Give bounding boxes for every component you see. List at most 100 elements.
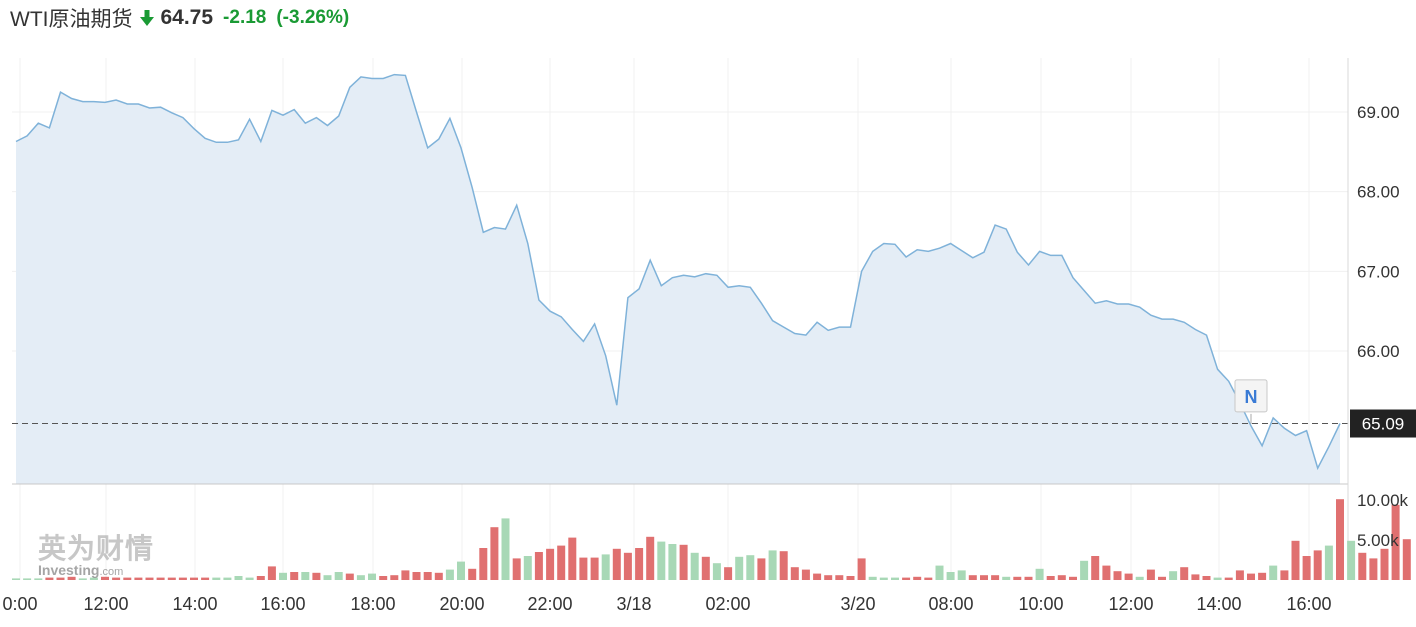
volume-bar [868,576,877,580]
volume-bar [1091,556,1100,580]
time-tick-label: 08:00 [928,594,973,614]
volume-bar [290,572,299,580]
volume-bar [590,557,599,580]
volume-bar [101,576,109,580]
time-tick-label: 0:00 [2,594,37,614]
volume-bar [434,572,443,580]
volume-bar [134,577,143,580]
volume-bar [924,577,933,580]
volume-bar [657,541,666,580]
volume-tick-label: 5.00k [1357,531,1399,550]
volume-bar [968,575,977,580]
volume-bar [212,577,221,580]
time-tick-label: 10:00 [1018,594,1063,614]
volume-bar [279,572,287,580]
volume-bar [423,572,432,580]
current-price-tag [1350,409,1416,438]
volume-bar [913,576,922,580]
volume-bar [390,575,399,580]
volume-bar [1169,571,1178,580]
volume-bar [1102,565,1111,580]
volume-bar [724,567,733,580]
volume-bar [612,548,621,580]
volume-bar [879,577,888,580]
volume-bar [1269,565,1278,580]
last-price: 64.75 [160,6,214,29]
volume-bar [1002,576,1011,580]
volume-bar [34,578,43,580]
volume-bar [1013,576,1022,580]
volume-bar [1280,570,1289,580]
price-tick-label: 68.00 [1357,183,1400,202]
volume-bar [1336,499,1344,580]
volume-bar [790,567,799,580]
volume-bar [668,544,677,580]
volume-bar [801,569,810,580]
volume-bar [623,552,632,580]
time-tick-label: 18:00 [350,594,395,614]
volume-bar [457,561,465,580]
current-price-label: 65.09 [1362,415,1405,434]
volume-bar [1158,576,1166,580]
volume-bar [1057,575,1066,580]
volume-bar [267,566,276,580]
volume-bar [768,550,777,580]
volume-bar [1302,556,1311,580]
price-change: -2.18 [223,7,267,28]
price-change-percent: (-3.26%) [276,7,350,28]
volume-bar [190,577,198,580]
volume-bar [1069,576,1077,580]
volume-bar [735,556,744,580]
time-tick-label: 20:00 [439,594,484,614]
volume-bar [579,557,588,580]
volume-bar [523,556,532,580]
volume-bar [223,577,232,580]
volume-bar [89,577,98,580]
volume-bar [746,555,755,580]
volume-bar [813,573,822,580]
volume-bar [891,577,899,580]
volume-bar [1235,570,1244,580]
volume-bar [12,578,20,580]
volume-bar [1146,569,1155,580]
volume-bar [401,570,410,580]
price-tick-label: 67.00 [1357,262,1400,281]
volume-bar [1291,540,1300,580]
volume-bar [67,576,76,580]
volume-bar [178,577,187,580]
volume-bar [957,570,966,580]
volume-bar [712,563,721,580]
time-tick-label: 22:00 [527,594,572,614]
volume-bar [78,578,87,580]
volume-bar [245,577,254,580]
volume-bar [1258,572,1267,580]
volume-bar [356,575,365,580]
volume-bar [512,558,521,580]
volume-bar [935,565,944,580]
volume-bar [1135,576,1144,580]
volume-bar [991,575,1000,580]
price-line [15,73,1341,471]
volume-bar [568,537,577,580]
volume-bar [312,572,321,580]
volume-bar [635,548,644,580]
volume-bar [557,545,566,580]
volume-bar [167,577,176,580]
volume-bar [479,548,488,580]
volume-bar [1080,560,1089,580]
volume-bar [835,575,844,580]
time-tick-label: 3/20 [840,594,875,614]
time-tick-label: 12:00 [1108,594,1153,614]
volume-bar [145,577,154,580]
volume-bar [1024,576,1033,580]
volume-bar [1191,574,1200,580]
volume-bar [534,552,543,580]
volume-bar [45,577,54,580]
volume-bar [846,576,855,580]
volume-bar [234,576,243,580]
volume-bar [1247,573,1255,580]
time-tick-label: 16:00 [260,594,305,614]
volume-bar [601,554,610,580]
volume-bar [824,575,833,580]
